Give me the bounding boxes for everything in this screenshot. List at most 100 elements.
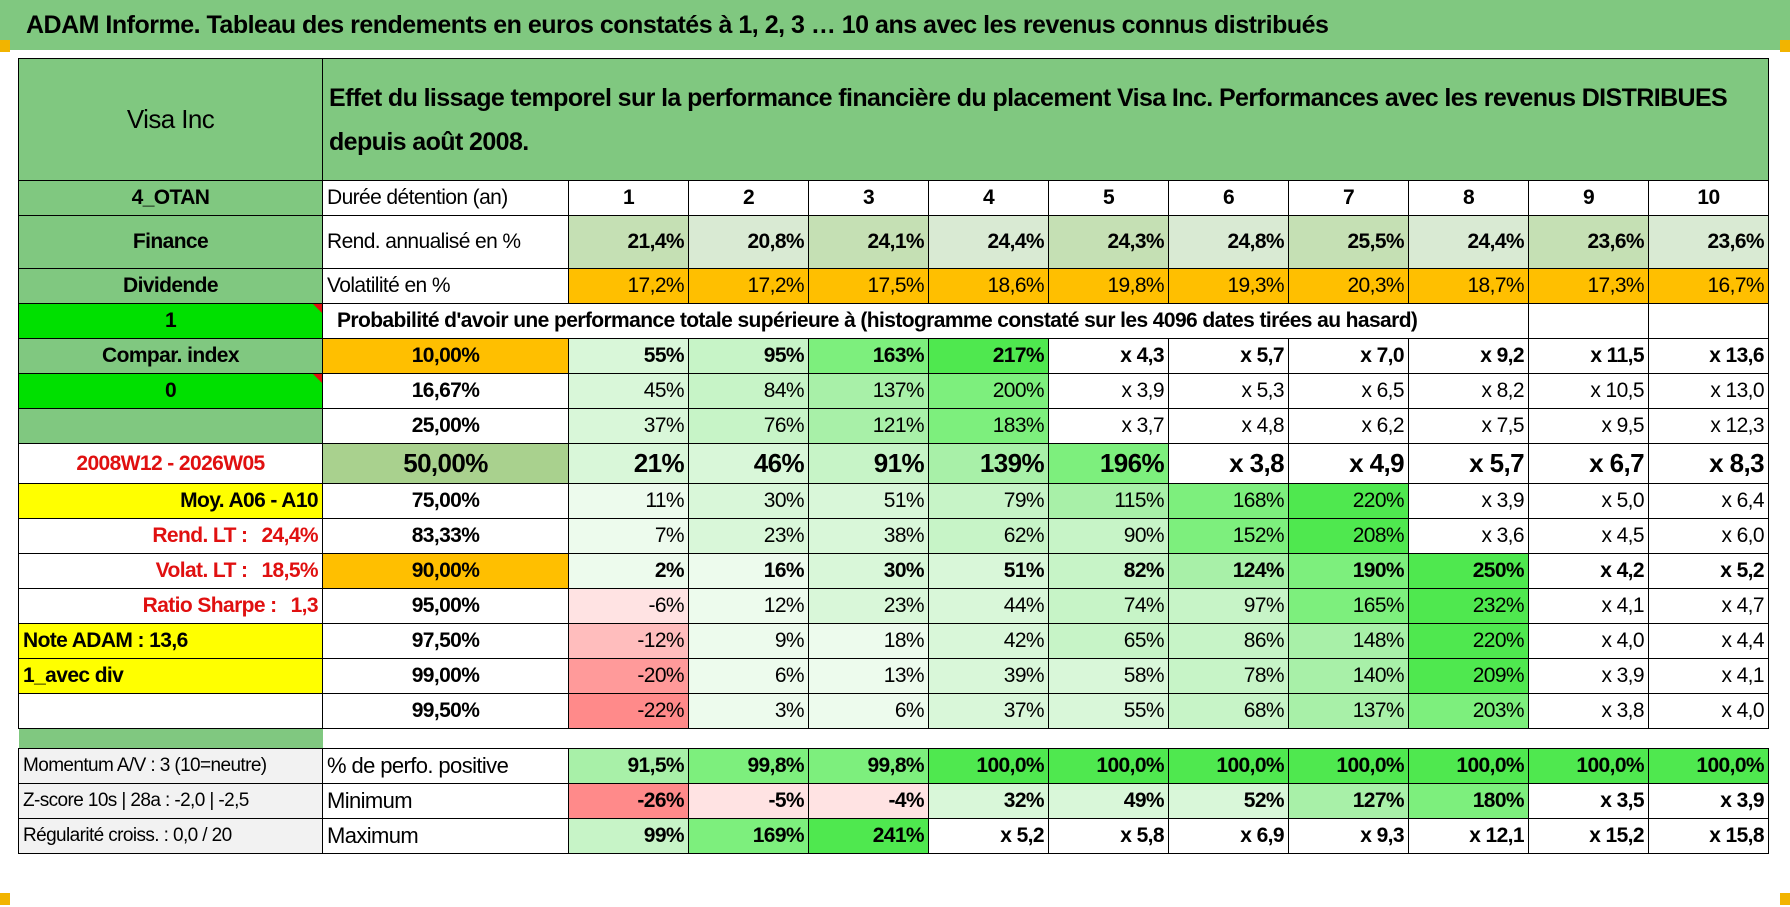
quantile-value: 2% <box>568 553 689 589</box>
performance-table: Visa Inc Effet du lissage temporel sur la… <box>18 58 1769 854</box>
table-row: Z-score 10s | 28a : -2,0 | -2,5 Minimum -2… <box>18 783 1769 819</box>
summary-value: 91,5% <box>568 748 689 784</box>
volat-value: 19,8% <box>1048 268 1169 304</box>
volat-value: 18,6% <box>928 268 1049 304</box>
quantile-value: 78% <box>1168 658 1289 694</box>
quantile-value: x 5,3 <box>1168 373 1289 409</box>
summary-value: 127% <box>1288 783 1409 819</box>
quantile-value: 250% <box>1408 553 1529 589</box>
table-cell <box>1648 303 1769 339</box>
table-row: 4_OTAN Durée détention (an) 1 2 3 4 5 6 7 8 9 10 <box>18 180 1769 216</box>
flag-one: 1 <box>18 303 323 339</box>
volat-value: 19,3% <box>1168 268 1289 304</box>
quantile-value: 163% <box>808 338 929 374</box>
table-row <box>18 728 1769 749</box>
summary-value: x 15,2 <box>1528 818 1649 854</box>
quantile-value: 232% <box>1408 588 1529 624</box>
quantile-pct: 99,00% <box>322 658 569 694</box>
table-row: 1_avec div 99,00% -20% 6% 13% 39% 58% 78% 140% 20… <box>18 658 1769 694</box>
quantile-value: x 11,5 <box>1528 338 1649 374</box>
summary-value: x 3,9 <box>1648 783 1769 819</box>
quantile-value: x 6,5 <box>1288 373 1409 409</box>
quantile-value: x 4,8 <box>1168 408 1289 444</box>
table-row: Ratio Sharpe : 1,3 95,00% -6% 12% 23% 44% 74% 97… <box>18 588 1769 624</box>
quantile-value: 200% <box>928 373 1049 409</box>
quantile-value: x 13,6 <box>1648 338 1769 374</box>
quantile-value: 12% <box>688 588 809 624</box>
quantile-value: 220% <box>1288 483 1409 519</box>
table-cell <box>18 728 323 749</box>
quantile-value: 51% <box>808 483 929 519</box>
summary-value: 169% <box>688 818 809 854</box>
volat-value: 17,2% <box>688 268 809 304</box>
quantile-value: x 3,9 <box>1528 658 1649 694</box>
table-row: Moy. A06 - A10 75,00% 11% 30% 51% 79% 115% 168%… <box>18 483 1769 519</box>
quantile-value: 55% <box>1048 693 1169 729</box>
quantile-value: 95% <box>688 338 809 374</box>
quantile-value: -12% <box>568 623 689 659</box>
quantile-value: 74% <box>1048 588 1169 624</box>
summary-value: 100,0% <box>1048 748 1169 784</box>
corner-marker <box>1780 40 1790 52</box>
row-label: Compar. index <box>18 338 323 374</box>
table-row: Visa Inc Effet du lissage temporel sur la… <box>18 58 1769 181</box>
table-row: Régularité croiss. : 0,0 / 20 Maximum 99% 1… <box>18 818 1769 854</box>
table-row: 0 16,67% 45% 84% 137% 200% x 3,9 x 5,3 x 6,5 x 8,… <box>18 373 1769 409</box>
indicator-label: Z-score 10s | 28a : -2,0 | -2,5 <box>18 783 323 819</box>
row-label <box>18 693 323 729</box>
summary-value: 100,0% <box>1288 748 1409 784</box>
summary-label: Minimum <box>322 783 569 819</box>
quantile-value: x 6,2 <box>1288 408 1409 444</box>
table-row: 1 Probabilité d'avoir une performance tot… <box>18 303 1769 339</box>
lt-metric: Volat. LT : 18,5% <box>18 553 323 589</box>
quantile-value: 217% <box>928 338 1049 374</box>
rend-value: 23,6% <box>1528 215 1649 269</box>
quantile-value: x 5,0 <box>1528 483 1649 519</box>
quantile-value: 18% <box>808 623 929 659</box>
summary-value: 49% <box>1048 783 1169 819</box>
quantile-value: 7% <box>568 518 689 554</box>
quantile-value: 37% <box>928 693 1049 729</box>
quantile-value: 97% <box>1168 588 1289 624</box>
quantile-value: x 4,1 <box>1648 658 1769 694</box>
lt-metric: Rend. LT : 24,4% <box>18 518 323 554</box>
indicator-label: Momentum A/V : 3 (10=neutre) <box>18 748 323 784</box>
rend-value: 24,1% <box>808 215 929 269</box>
quantile-value: 65% <box>1048 623 1169 659</box>
quantile-value: 220% <box>1408 623 1529 659</box>
quantile-value: x 4,4 <box>1648 623 1769 659</box>
security-code: 4_OTAN <box>18 180 323 216</box>
lt-metric-value: 1,3 <box>290 594 319 617</box>
quantile-value: 165% <box>1288 588 1409 624</box>
rend-value: 24,3% <box>1048 215 1169 269</box>
quantile-value: 38% <box>808 518 929 554</box>
summary-label: Maximum <box>322 818 569 854</box>
summary-value: 100,0% <box>928 748 1049 784</box>
rend-label: Rend. annualisé en % <box>322 215 569 269</box>
lt-metric-value: 24,4% <box>261 524 318 547</box>
summary-value: 100,0% <box>1168 748 1289 784</box>
quantile-value: x 8,2 <box>1408 373 1529 409</box>
quantile-value: x 13,0 <box>1648 373 1769 409</box>
row-label: 1_avec div <box>18 658 323 694</box>
summary-value: 100,0% <box>1648 748 1769 784</box>
quantile-value: 115% <box>1048 483 1169 519</box>
lt-metric-label: Rend. LT : <box>152 524 248 547</box>
quantile-value: x 4,7 <box>1648 588 1769 624</box>
corner-marker <box>0 893 10 905</box>
rend-value: 24,8% <box>1168 215 1289 269</box>
quantile-value: x 3,9 <box>1048 373 1169 409</box>
security-name: Visa Inc <box>18 58 323 181</box>
quantile-value: 137% <box>1288 693 1409 729</box>
quantile-value: x 7,5 <box>1408 408 1529 444</box>
table-row: 25,00% 37% 76% 121% 183% x 3,7 x 4,8 x 6,2 x 7,5… <box>18 408 1769 444</box>
quantile-value: x 5,2 <box>1648 553 1769 589</box>
year-header: 5 <box>1048 180 1169 216</box>
year-header: 4 <box>928 180 1049 216</box>
table-row: 99,50% -22% 3% 6% 37% 55% 68% 137% 203% x 3,8 x 4,… <box>18 693 1769 729</box>
quantile-value: 91% <box>808 443 929 484</box>
quantile-pct: 95,00% <box>322 588 569 624</box>
summary-value: x 5,2 <box>928 818 1049 854</box>
quantile-pct: 83,33% <box>322 518 569 554</box>
summary-value: 99,8% <box>808 748 929 784</box>
